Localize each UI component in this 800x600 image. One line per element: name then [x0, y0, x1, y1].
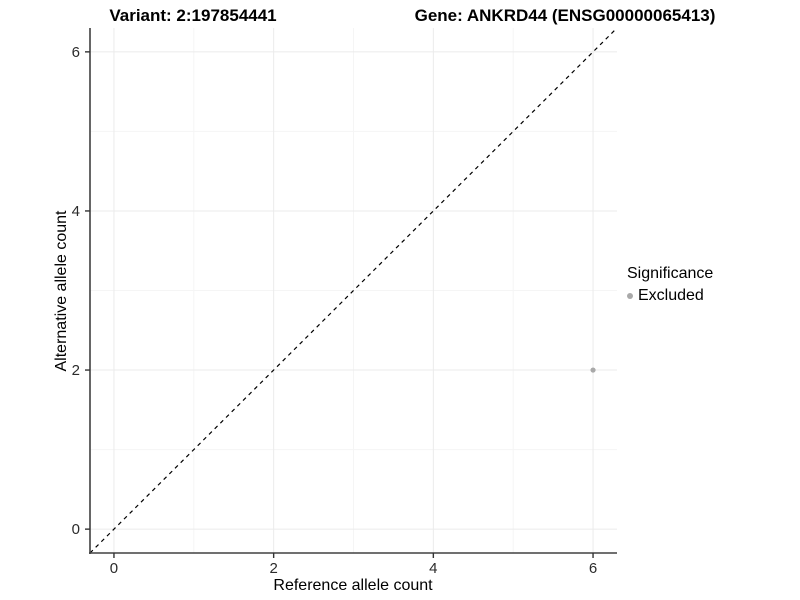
legend-title: Significance [627, 265, 714, 282]
x-tick-label: 0 [110, 560, 118, 577]
y-axis-title: Alternative allele count [53, 210, 70, 372]
data-point [590, 367, 596, 373]
y-tick-label: 4 [72, 203, 80, 220]
legend-item-excluded: Excluded [627, 287, 713, 305]
y-tick-label: 2 [72, 362, 80, 379]
x-tick-label: 6 [589, 560, 597, 577]
legend-item-label: Excluded [638, 287, 704, 304]
y-tick-label: 6 [72, 44, 80, 61]
legend: Significance Excluded [627, 265, 713, 305]
y-tick-label: 0 [72, 521, 80, 538]
plot-title-variant: Variant: 2:197854441 [109, 6, 277, 25]
identity-reference-line [89, 27, 618, 554]
x-tick-label: 4 [429, 560, 437, 577]
plot-title-gene: Gene: ANKRD44 (ENSG00000065413) [414, 6, 716, 25]
x-axis-title: Reference allele count [273, 577, 433, 594]
legend-dot-icon [627, 293, 633, 299]
x-tick-label: 2 [269, 560, 277, 577]
